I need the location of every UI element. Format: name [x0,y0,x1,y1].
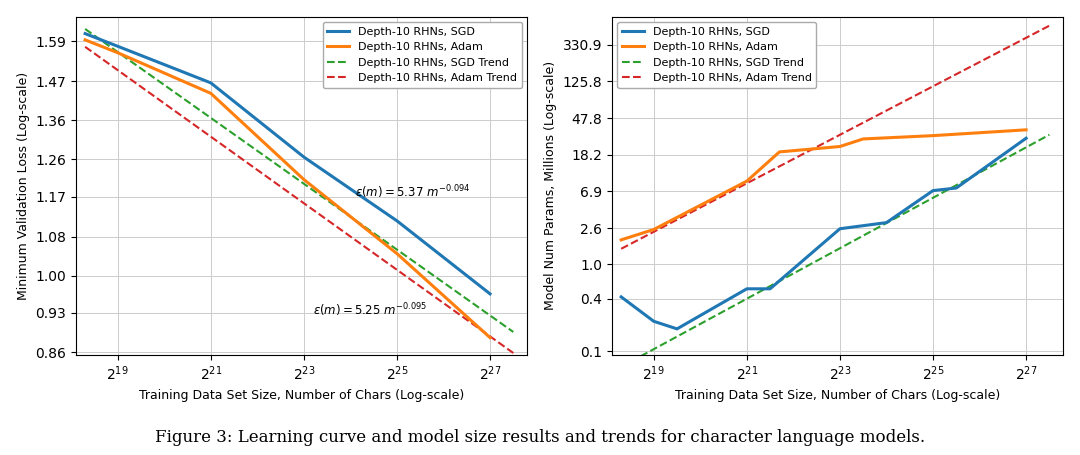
Depth-10 RHNs, Adam Trend [334,227,347,232]
Depth-10 RHNs, SGD [1020,136,1032,141]
Depth-10 RHNs, SGD Trend [616,364,629,369]
Depth-10 RHNs, Adam [1020,127,1032,132]
Depth-10 RHNs, SGD Trend [79,26,92,32]
Depth-10 RHNs, Adam Trend [80,45,93,51]
Depth-10 RHNs, Adam Trend [975,58,988,64]
Depth-10 RHNs, Adam [773,149,786,155]
Depth-10 RHNs, SGD [204,80,217,86]
Depth-10 RHNs, SGD Trend [877,222,890,228]
Depth-10 RHNs, Adam [927,133,940,138]
Line: Depth-10 RHNs, Adam Trend: Depth-10 RHNs, Adam Trend [85,47,513,353]
Depth-10 RHNs, Adam [856,136,869,142]
Depth-10 RHNs, Adam Trend [79,44,92,50]
Depth-10 RHNs, SGD [671,326,684,332]
Depth-10 RHNs, Adam Trend [1043,23,1056,28]
Depth-10 RHNs, SGD Trend [333,206,346,211]
Depth-10 RHNs, SGD [927,188,940,193]
Depth-10 RHNs, SGD [949,185,962,191]
Text: Figure 3: Learning curve and model size results and trends for character languag: Figure 3: Learning curve and model size … [154,429,926,446]
Line: Depth-10 RHNs, SGD: Depth-10 RHNs, SGD [85,34,490,294]
Depth-10 RHNs, Adam [111,50,124,56]
Depth-10 RHNs, Adam [834,144,847,149]
Depth-10 RHNs, Adam [647,227,660,232]
Depth-10 RHNs, Adam Trend [333,225,346,231]
X-axis label: Training Data Set Size, Number of Chars (Log-scale): Training Data Set Size, Number of Chars … [675,389,1000,402]
Depth-10 RHNs, SGD Trend [868,227,881,232]
Depth-10 RHNs, Adam [741,178,754,184]
Text: $\varepsilon(m) = 5.37\ m^{-0.094}$: $\varepsilon(m) = 5.37\ m^{-0.094}$ [355,183,471,201]
Line: Depth-10 RHNs, SGD Trend: Depth-10 RHNs, SGD Trend [85,29,513,332]
Depth-10 RHNs, Adam Trend [440,302,453,308]
Depth-10 RHNs, SGD Trend [340,212,353,217]
Depth-10 RHNs, Adam Trend [868,114,881,120]
Depth-10 RHNs, Adam Trend [615,246,627,252]
Depth-10 RHNs, SGD [391,218,404,223]
Line: Depth-10 RHNs, SGD Trend: Depth-10 RHNs, SGD Trend [621,135,1050,367]
Text: $\varepsilon(m) = 5.25\ m^{-0.095}$: $\varepsilon(m) = 5.25\ m^{-0.095}$ [313,301,428,319]
Line: Depth-10 RHNs, Adam Trend: Depth-10 RHNs, Adam Trend [621,25,1050,249]
Line: Depth-10 RHNs, Adam: Depth-10 RHNs, Adam [621,130,1026,240]
Depth-10 RHNs, SGD [484,291,497,297]
Depth-10 RHNs, SGD Trend [80,27,93,33]
Line: Depth-10 RHNs, Adam: Depth-10 RHNs, Adam [85,40,490,338]
Depth-10 RHNs, SGD [764,286,777,292]
Depth-10 RHNs, Adam [391,251,404,256]
Depth-10 RHNs, Adam Trend [507,350,519,356]
Depth-10 RHNs, Adam Trend [467,322,480,327]
Legend: Depth-10 RHNs, SGD, Depth-10 RHNs, Adam, Depth-10 RHNs, SGD Trend, Depth-10 RHNs: Depth-10 RHNs, SGD, Depth-10 RHNs, Adam,… [618,22,816,88]
Depth-10 RHNs, Adam Trend [340,232,353,237]
Depth-10 RHNs, Adam [297,177,310,182]
Depth-10 RHNs, SGD Trend [1043,132,1056,137]
X-axis label: Training Data Set Size, Number of Chars (Log-scale): Training Data Set Size, Number of Chars … [139,389,464,402]
Depth-10 RHNs, Adam [204,91,217,96]
Line: Depth-10 RHNs, SGD: Depth-10 RHNs, SGD [621,138,1026,329]
Depth-10 RHNs, Adam Trend [616,245,629,251]
Depth-10 RHNs, SGD Trend [869,226,882,232]
Depth-10 RHNs, SGD Trend [1003,154,1016,159]
Depth-10 RHNs, Adam Trend [1003,44,1016,49]
Y-axis label: Model Num Params, Millions (Log-scale): Model Num Params, Millions (Log-scale) [544,61,557,310]
Depth-10 RHNs, Adam Trend [869,113,882,119]
Legend: Depth-10 RHNs, SGD, Depth-10 RHNs, Adam, Depth-10 RHNs, SGD Trend, Depth-10 RHNs: Depth-10 RHNs, SGD, Depth-10 RHNs, Adam,… [323,22,522,88]
Depth-10 RHNs, Adam [484,335,497,340]
Depth-10 RHNs, SGD [615,294,627,299]
Depth-10 RHNs, SGD [647,318,660,324]
Depth-10 RHNs, Adam [615,237,627,243]
Depth-10 RHNs, SGD [741,286,754,292]
Depth-10 RHNs, Adam Trend [877,110,890,115]
Depth-10 RHNs, SGD Trend [615,364,627,369]
Depth-10 RHNs, SGD Trend [334,207,347,212]
Depth-10 RHNs, Adam [79,37,92,43]
Depth-10 RHNs, SGD Trend [467,301,480,306]
Depth-10 RHNs, SGD Trend [440,282,453,287]
Depth-10 RHNs, SGD Trend [507,329,519,335]
Depth-10 RHNs, SGD [111,44,124,49]
Depth-10 RHNs, SGD [79,31,92,36]
Depth-10 RHNs, SGD [834,226,847,232]
Depth-10 RHNs, SGD [297,154,310,160]
Depth-10 RHNs, SGD [880,220,893,225]
Y-axis label: Minimum Validation Loss (Log-scale): Minimum Validation Loss (Log-scale) [16,72,29,300]
Depth-10 RHNs, SGD Trend [975,168,988,174]
